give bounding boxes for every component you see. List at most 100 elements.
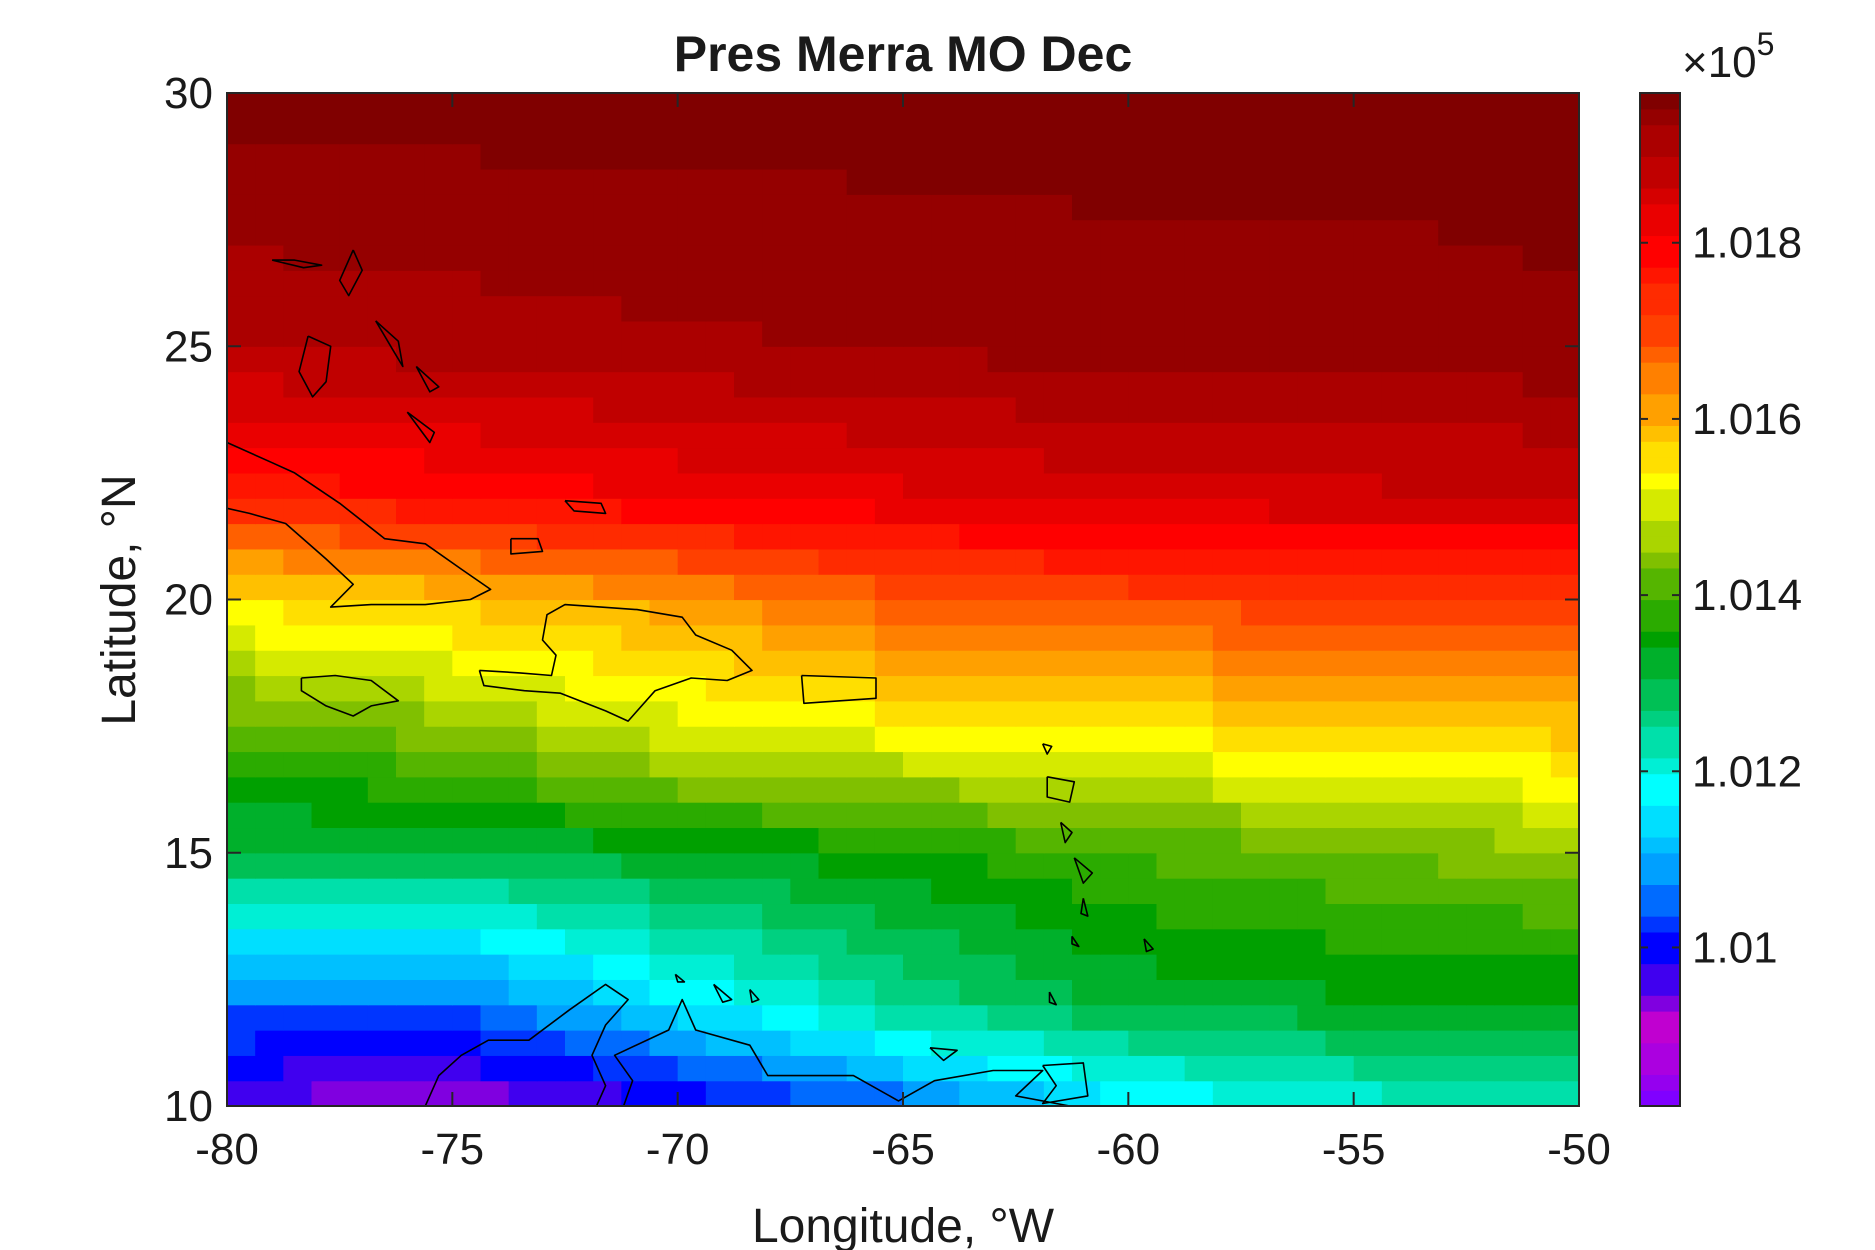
heatmap-cell	[677, 118, 707, 145]
heatmap-cell	[424, 523, 453, 550]
heatmap-cell	[565, 650, 594, 677]
heatmap-cell	[874, 447, 904, 474]
heatmap-cell	[255, 346, 284, 373]
heatmap-cell	[790, 852, 820, 879]
heatmap-cell	[396, 650, 425, 677]
heatmap-cell	[903, 118, 932, 145]
heatmap-cell	[621, 498, 651, 525]
heatmap-cell	[1325, 624, 1355, 651]
heatmap-cell	[339, 396, 369, 423]
heatmap-cell	[1550, 219, 1579, 246]
heatmap-cell	[480, 928, 510, 955]
heatmap-cell	[931, 168, 960, 195]
heatmap-cell	[705, 270, 735, 297]
heatmap-cell	[762, 624, 791, 651]
heatmap-cell	[424, 852, 453, 879]
heatmap-cell	[1128, 624, 1158, 651]
heatmap-cell	[1494, 1055, 1524, 1082]
heatmap-cell	[1466, 1030, 1496, 1056]
heatmap-cell	[1550, 1080, 1579, 1106]
heatmap-cell	[339, 523, 369, 550]
heatmap-cell	[1100, 852, 1129, 879]
heatmap-cell	[903, 270, 932, 297]
heatmap-cell	[367, 498, 397, 525]
x-tick-label: -70	[646, 1125, 710, 1174]
heatmap-cell	[1072, 979, 1101, 1006]
heatmap-cell	[649, 168, 679, 195]
colorbar-tick-label: 1.018	[1692, 219, 1802, 268]
heatmap-cell	[1100, 726, 1129, 753]
heatmap-cell	[846, 1030, 876, 1056]
heatmap-cell	[367, 827, 397, 854]
heatmap-cell	[593, 624, 622, 651]
heatmap-cell	[874, 954, 904, 980]
heatmap-cell	[762, 827, 791, 854]
heatmap-cell	[649, 371, 679, 398]
heatmap-cell	[1212, 219, 1242, 246]
heatmap-cell	[790, 118, 820, 145]
coastline-cuba	[227, 441, 492, 608]
heatmap-cell	[1212, 244, 1242, 271]
heatmap-cell	[311, 143, 341, 170]
heatmap-cell	[846, 194, 876, 221]
heatmap-cell	[1466, 396, 1496, 423]
heatmap-cell	[959, 954, 989, 980]
heatmap-cell	[1466, 1055, 1496, 1082]
heatmap-cell	[903, 447, 932, 474]
heatmap-cell	[1015, 371, 1045, 398]
heatmap-cell	[565, 194, 594, 221]
heatmap-cell	[874, 751, 904, 778]
heatmap-cell	[790, 776, 820, 803]
heatmap-cell	[1410, 1004, 1439, 1031]
heatmap-cell	[790, 396, 820, 423]
heatmap-cell	[1241, 700, 1270, 727]
heatmap-cell	[311, 118, 341, 145]
heatmap-cell	[1100, 219, 1129, 246]
heatmap-cell	[705, 751, 735, 778]
heatmap-cell	[1156, 1080, 1186, 1106]
heatmap-cell	[1212, 1055, 1242, 1082]
heatmap-cell	[1212, 143, 1242, 170]
heatmap-cell	[874, 472, 904, 499]
heatmap-cell	[424, 194, 453, 221]
heatmap-cell	[452, 624, 482, 651]
heatmap-cell	[1297, 320, 1327, 347]
heatmap-cell	[283, 1055, 313, 1082]
heatmap-cell	[621, 1004, 651, 1031]
colorbar-segment	[1640, 583, 1680, 601]
heatmap-cell	[255, 371, 284, 398]
heatmap-cell	[762, 700, 791, 727]
colorbar-segment	[1640, 852, 1680, 870]
heatmap-cell	[565, 979, 594, 1006]
heatmap-cell	[1381, 878, 1411, 905]
y-tick-label: 10	[164, 1082, 213, 1131]
heatmap-cell	[1353, 675, 1383, 702]
heatmap-cell	[480, 219, 510, 246]
heatmap-cell	[677, 928, 707, 955]
heatmap-cell	[959, 447, 989, 474]
heatmap-cell	[1550, 422, 1579, 449]
heatmap-cell	[480, 498, 510, 525]
heatmap-cell	[565, 396, 594, 423]
heatmap-cell	[593, 650, 622, 677]
heatmap-cell	[649, 827, 679, 854]
heatmap-cell	[480, 320, 510, 347]
heatmap-cell	[1410, 295, 1439, 322]
heatmap-cell	[593, 878, 622, 905]
heatmap-cell	[1381, 624, 1411, 651]
heatmap-cell	[874, 320, 904, 347]
heatmap-cell	[818, 776, 848, 803]
heatmap-cell	[1043, 751, 1073, 778]
heatmap-cell	[1438, 396, 1467, 423]
colorbar-segment	[1640, 330, 1680, 347]
heatmap-cell	[1410, 548, 1439, 575]
heatmap-cell	[1072, 802, 1101, 829]
heatmap-cell	[1043, 295, 1073, 322]
heatmap-cell	[367, 1080, 397, 1106]
heatmap-cell	[593, 928, 622, 955]
heatmap-cell	[339, 776, 369, 803]
heatmap-cell	[1494, 878, 1524, 905]
colorbar-tick-label: 1.01	[1692, 923, 1778, 972]
heatmap-cell	[508, 776, 538, 803]
heatmap-cell	[1100, 168, 1129, 195]
